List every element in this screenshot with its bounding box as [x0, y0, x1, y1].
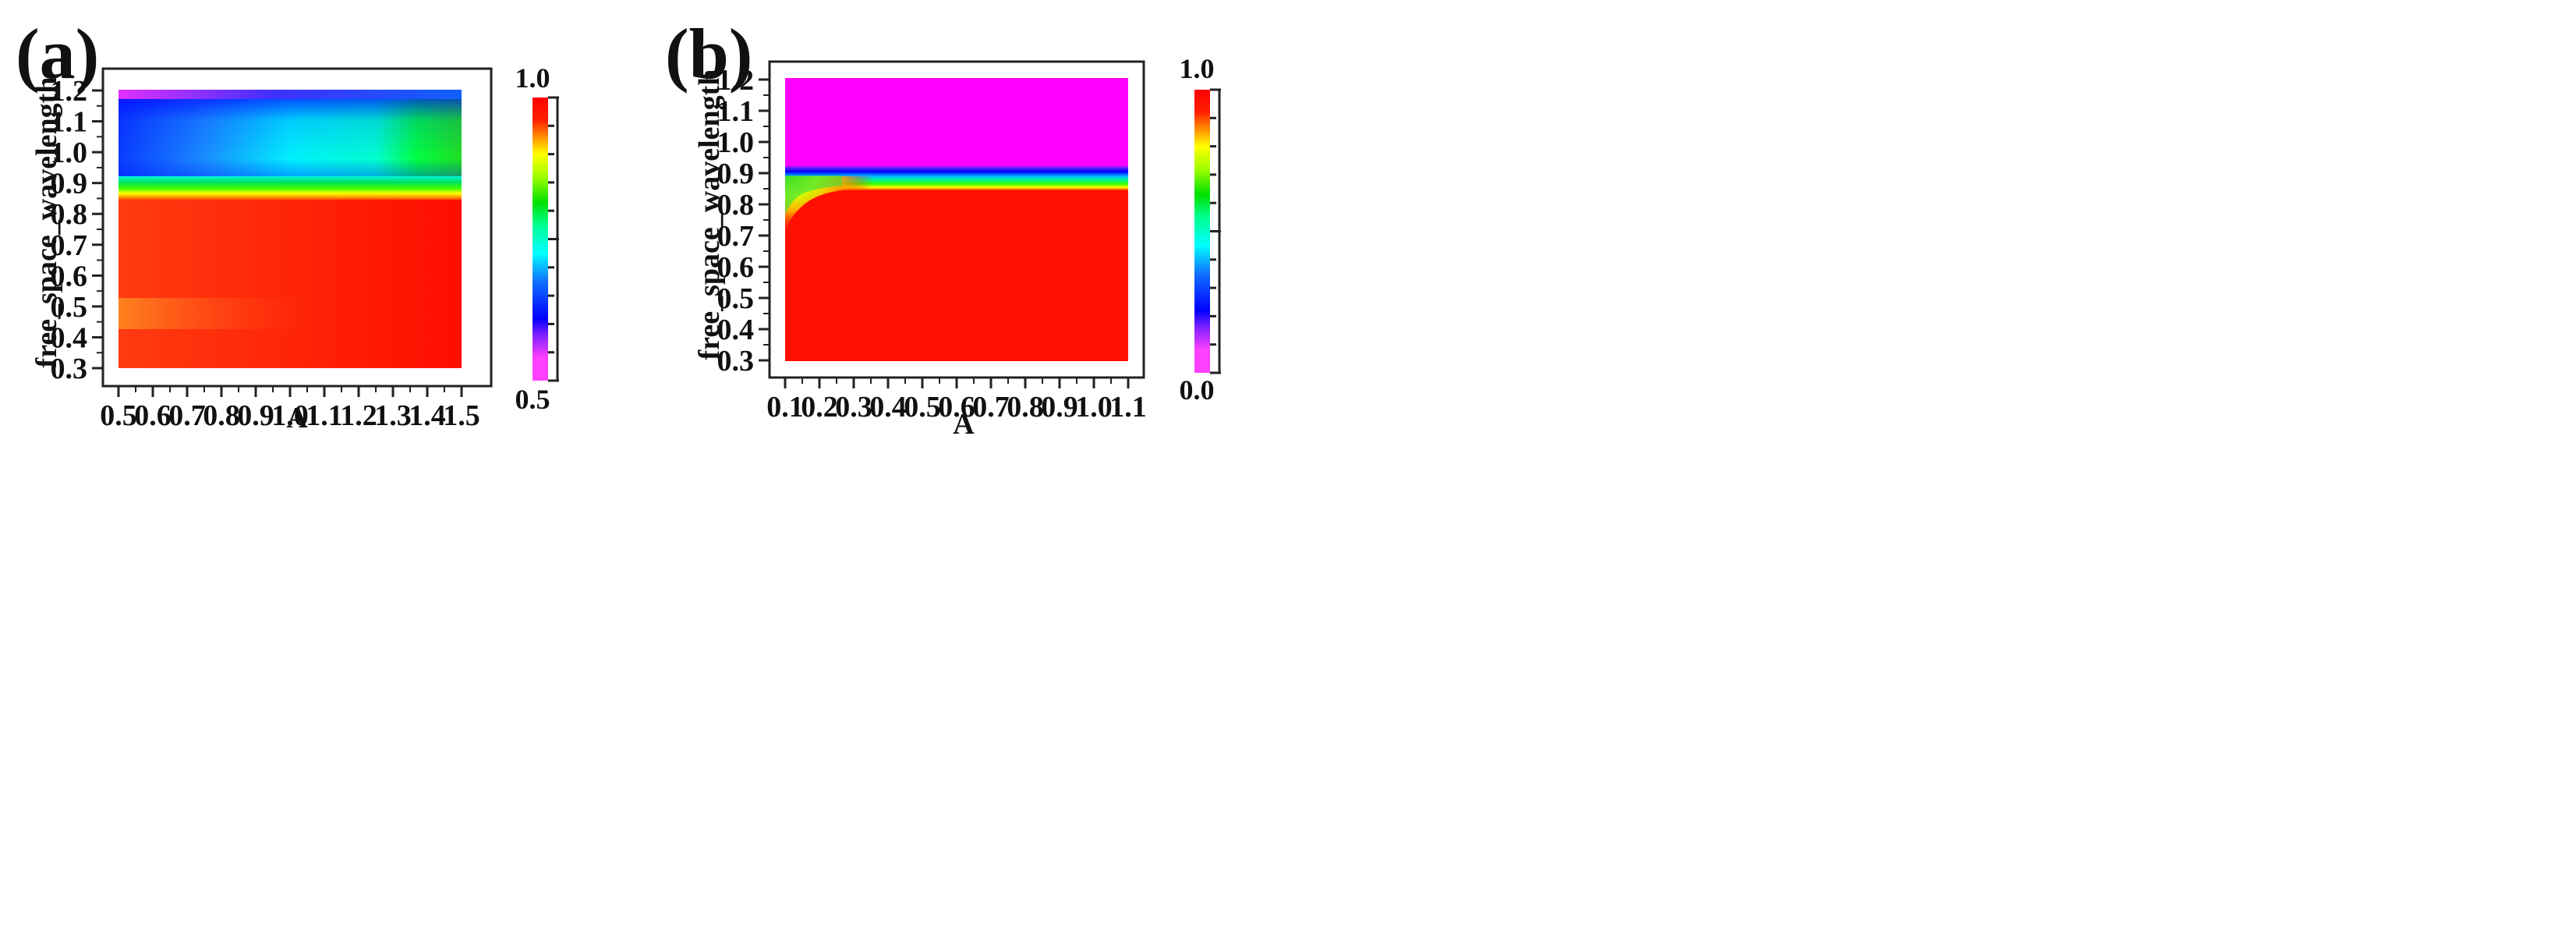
- panel-b-x-tick-label: 0.2: [801, 391, 838, 424]
- panel-a-x-tick-label: 1.0: [271, 399, 309, 432]
- panel-b-y-tick-label: 0.5: [717, 282, 755, 315]
- panel-b-y-tick-label: 0.3: [717, 345, 755, 378]
- panel-a-x-tick-label: 1.1: [306, 399, 343, 432]
- panel-a-x-tick-label: 0.7: [168, 399, 206, 432]
- panel-b-x-tick-label: 0.9: [1041, 391, 1078, 424]
- panel-a-y-tick-label: 0.9: [51, 168, 88, 200]
- panel-b-x-tick-label: 0.4: [869, 391, 907, 424]
- panel-a-y-axis: 0.30.40.50.60.70.80.91.01.11.2: [51, 75, 103, 385]
- panel-b-colorbar-max-label: 1.0: [1180, 53, 1215, 84]
- panel-a-y-axis-title: free_space_wavelength: [30, 77, 63, 368]
- panel-a-colorbar-ticks: [548, 96, 559, 382]
- panel-a-top-edge: [119, 90, 462, 99]
- panel-b-x-tick-label: 0.7: [972, 391, 1010, 424]
- panel-b-x-tick-label: 0.1: [766, 391, 804, 424]
- panel-a-orange-stripe: [119, 298, 321, 329]
- panel-a-y-tick-label: 0.3: [51, 353, 88, 385]
- panel-a-x-axis-title: A: [286, 402, 308, 434]
- panel-a-heatmap: [119, 90, 462, 368]
- panel-b-corner-green: [785, 175, 842, 214]
- panel-a: (a) 0.50.60.70.80.91.01.11.21.31.41.5 0.…: [16, 14, 559, 434]
- panel-a-y-tick-label: 1.2: [51, 75, 88, 108]
- panel-a-y-tick-label: 0.4: [51, 321, 88, 354]
- panel-a-x-tick-label: 1.4: [409, 399, 446, 432]
- panel-a-label: (a): [16, 14, 99, 94]
- panel-b-x-axis-title: A: [953, 408, 975, 441]
- panel-b-x-axis: 0.10.20.30.40.50.60.70.80.91.01.1: [766, 378, 1147, 424]
- panel-b-x-tick-label: 0.6: [938, 391, 975, 424]
- panel-b-y-tick-label: 0.7: [717, 220, 755, 253]
- panel-a-x-tick-label: 1.3: [374, 399, 412, 432]
- panel-a-y-tick-label: 0.7: [51, 229, 88, 262]
- panel-b-colorbar-min-label: 0.0: [1180, 374, 1215, 406]
- panel-b-x-tick-label: 0.5: [904, 391, 941, 424]
- panel-a-transition-band: [119, 175, 462, 200]
- panel-b-y-tick-label: 0.8: [717, 189, 755, 222]
- panel-b-heatmap: [785, 78, 1128, 361]
- panel-a-colorbar-max-label: 1.0: [515, 62, 550, 94]
- panel-b-colorbar-gradient: [1194, 90, 1210, 373]
- panel-a-y-tick-label: 1.0: [51, 136, 88, 169]
- panel-a-x-tick-label: 0.6: [134, 399, 172, 432]
- panel-b-magenta-region: [785, 78, 1128, 168]
- panel-b-label: (b): [665, 14, 752, 94]
- panel-b-y-axis: 0.30.40.50.60.70.80.91.01.11.2: [717, 64, 770, 378]
- panel-b-y-tick-label: 1.0: [717, 126, 755, 159]
- panel-a-y-tick-label: 0.6: [51, 260, 88, 292]
- panel-a-x-tick-label: 0.5: [100, 399, 137, 432]
- panel-b-x-tick-label: 0.8: [1007, 391, 1044, 424]
- panel-b-y-axis-title: free_space_wavelength: [693, 69, 726, 360]
- panel-b-y-tick-label: 1.2: [717, 64, 755, 97]
- panel-a-x-tick-label: 1.5: [443, 399, 480, 432]
- panel-a-red-region: [119, 195, 462, 368]
- panel-a-x-tick-label: 0.8: [203, 399, 240, 432]
- panel-b-y-tick-label: 1.1: [717, 95, 755, 128]
- panel-a-colorbar-gradient: [533, 97, 548, 381]
- panel-b-y-tick-label: 0.6: [717, 251, 755, 284]
- panel-a-y-tick-label: 1.1: [51, 106, 88, 139]
- panel-b-colorbar: 1.0 0.0: [1180, 53, 1221, 406]
- panel-b-colorbar-ticks: [1210, 88, 1221, 374]
- panel-a-x-tick-label: 1.2: [340, 399, 377, 432]
- panel-a-y-tick-label: 0.8: [51, 198, 88, 231]
- panel-b-x-tick-label: 1.1: [1109, 391, 1147, 424]
- panel-b-y-tick-label: 0.4: [717, 314, 755, 346]
- panel-a-x-tick-label: 0.9: [237, 399, 274, 432]
- panel-a-y-tick-label: 0.5: [51, 291, 88, 324]
- panel-a-upper-shading: [119, 90, 462, 176]
- panel-b: (b) 0.10.20.30.40.50.60.70.80.91.01.1 0.…: [665, 14, 1221, 441]
- panel-b-y-tick-label: 0.9: [717, 158, 755, 190]
- panel-a-colorbar-min-label: 0.5: [515, 384, 550, 415]
- panel-a-colorbar: 1.0 0.5: [515, 62, 559, 415]
- panel-b-x-tick-label: 1.0: [1075, 391, 1113, 424]
- panel-a-x-axis: 0.50.60.70.80.91.01.11.21.31.41.5: [100, 386, 480, 432]
- panel-b-x-tick-label: 0.3: [835, 391, 872, 424]
